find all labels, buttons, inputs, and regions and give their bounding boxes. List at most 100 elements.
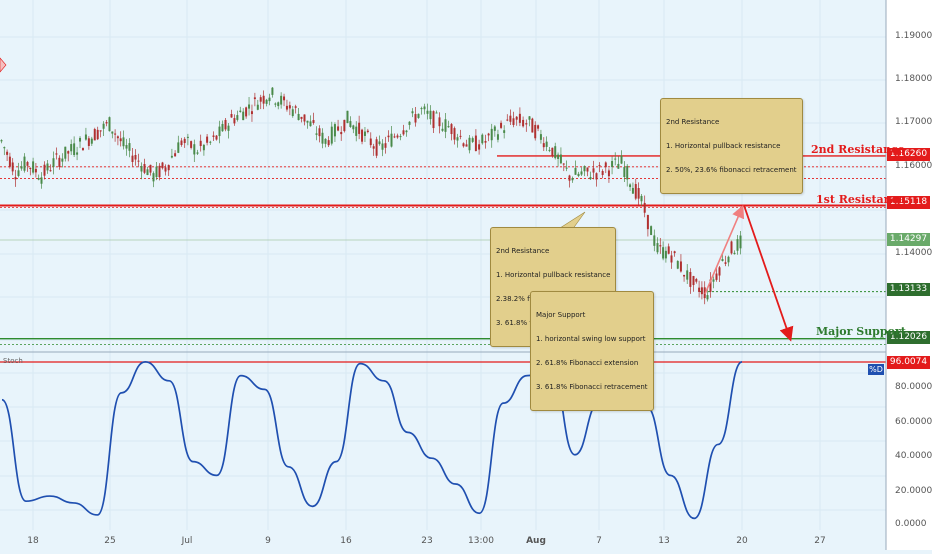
- candle-body: [384, 143, 387, 148]
- candle-body: [531, 118, 534, 133]
- candle-body: [245, 107, 248, 117]
- candle-body: [402, 130, 405, 135]
- candle-body: [698, 287, 701, 292]
- candle-body: [49, 170, 52, 172]
- candle-body: [76, 152, 79, 155]
- candle-body: [196, 152, 199, 154]
- candle-body: [288, 105, 291, 109]
- candle-body: [634, 184, 637, 199]
- candle-body: [432, 111, 435, 129]
- candle-body: [372, 146, 375, 149]
- stoch-tick: 60.0000: [895, 417, 932, 427]
- candle-body: [330, 126, 333, 144]
- candle-body: [481, 134, 484, 144]
- candle-body: [522, 119, 525, 127]
- candle-body: [177, 142, 180, 153]
- second-resistance-label: 2nd Resistance: [811, 143, 905, 156]
- candle-body: [640, 195, 643, 202]
- candle-body: [52, 158, 55, 167]
- candle-body: [686, 270, 689, 280]
- candle-body: [574, 167, 577, 175]
- candle-body: [280, 95, 283, 105]
- candle-body: [183, 138, 186, 144]
- candle-body: [420, 108, 423, 110]
- candle-body: [586, 167, 589, 172]
- candle-body: [34, 168, 37, 173]
- candle-body: [312, 120, 315, 123]
- candle-body: [0, 140, 3, 142]
- candle-body: [490, 128, 493, 141]
- candle-body: [493, 126, 496, 131]
- candle-body: [46, 163, 49, 171]
- candle-body: [435, 112, 438, 114]
- candle-body: [218, 126, 221, 137]
- candle-body: [131, 155, 134, 162]
- stoch-tick: 0.0000: [895, 519, 927, 529]
- candle-body: [294, 106, 297, 108]
- candle-body: [271, 87, 274, 95]
- candle-body: [664, 250, 667, 259]
- candle-body: [64, 146, 67, 159]
- candle-body: [366, 130, 369, 132]
- candle-body: [11, 162, 14, 172]
- candle-body: [125, 145, 128, 149]
- annotation-top-resistance[interactable]: 2nd Resistance 1. Horizontal pullback re…: [660, 98, 803, 194]
- candle-body: [58, 157, 61, 168]
- stoch-tick: 40.0000: [895, 451, 932, 461]
- candle-body: [111, 131, 114, 134]
- candle-body: [227, 125, 230, 131]
- candle-body: [343, 119, 346, 132]
- candle-body: [274, 103, 277, 105]
- candle-body: [81, 148, 84, 151]
- candle-body: [565, 167, 568, 169]
- candle-body: [140, 166, 143, 172]
- stoch-indicator-label: Stoch: [3, 357, 23, 365]
- candle-body: [137, 160, 140, 162]
- candle-body: [285, 105, 288, 110]
- date-tick: 27: [814, 536, 826, 546]
- candle-body: [417, 113, 420, 118]
- candle-body: [617, 163, 620, 169]
- candle-body: [679, 261, 682, 272]
- candle-body: [557, 154, 560, 159]
- candle-body: [349, 121, 352, 127]
- candle-body: [114, 133, 117, 135]
- annotation-major-support[interactable]: Major Support 1. horizontal swing low su…: [530, 291, 654, 411]
- candle-body: [551, 147, 554, 157]
- candle-body: [170, 155, 173, 158]
- candle-body: [496, 134, 499, 140]
- candle-body: [736, 239, 739, 251]
- candle-body: [571, 178, 574, 181]
- candle-body: [583, 166, 586, 172]
- candle-body: [518, 113, 521, 123]
- candle-body: [631, 187, 634, 194]
- candle-body: [209, 141, 212, 143]
- candle-body: [297, 113, 300, 121]
- candle-body: [534, 124, 537, 139]
- candle-body: [202, 144, 205, 151]
- candle-body: [580, 171, 583, 175]
- candle-body: [739, 235, 742, 249]
- candle-body: [706, 295, 709, 300]
- second-resistance-price-tag: 1.16260: [887, 148, 930, 161]
- candle-body: [361, 129, 364, 142]
- candle-body: [646, 214, 649, 230]
- candle-body: [408, 121, 411, 125]
- candle-body: [122, 137, 125, 147]
- candle-body: [484, 140, 487, 143]
- candle-body: [327, 140, 330, 146]
- date-tick: 13: [658, 536, 670, 546]
- annotation-line: Major Support: [536, 311, 586, 319]
- candle-body: [3, 147, 6, 149]
- candle-body: [656, 243, 659, 253]
- annotation-line: 2nd Resistance: [666, 118, 720, 126]
- candle-body: [562, 163, 565, 165]
- candle-body: [253, 97, 256, 100]
- candle-body: [589, 177, 592, 180]
- candle-body: [453, 128, 456, 140]
- candle-body: [676, 260, 679, 269]
- candle-body: [667, 246, 670, 254]
- candle-body: [611, 161, 614, 167]
